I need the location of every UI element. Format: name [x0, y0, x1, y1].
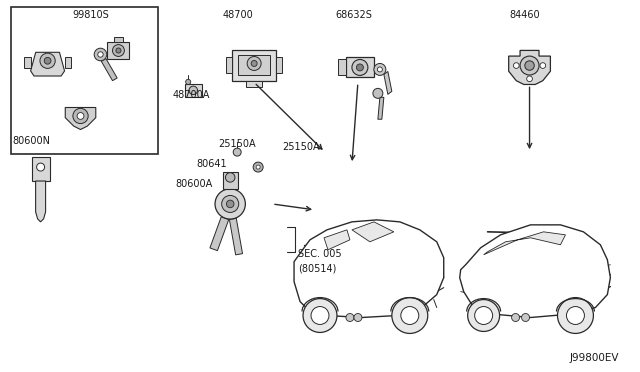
Text: 80600A: 80600A	[175, 179, 212, 189]
Bar	[185, 84, 202, 97]
Circle shape	[251, 61, 257, 67]
Circle shape	[401, 307, 419, 324]
Circle shape	[233, 148, 241, 156]
Circle shape	[94, 48, 107, 61]
Bar	[65, 57, 71, 68]
Text: SEC. 005: SEC. 005	[298, 249, 342, 259]
Bar	[246, 81, 262, 87]
Bar	[24, 57, 31, 68]
Text: 68632S: 68632S	[335, 10, 372, 20]
Circle shape	[522, 314, 529, 321]
Polygon shape	[484, 232, 566, 255]
Polygon shape	[229, 218, 243, 255]
Bar	[338, 60, 346, 76]
Circle shape	[525, 61, 534, 70]
Bar	[114, 37, 123, 42]
Circle shape	[247, 57, 261, 70]
Text: J99800EV: J99800EV	[570, 353, 620, 363]
Circle shape	[520, 56, 539, 75]
Circle shape	[36, 163, 45, 171]
Circle shape	[303, 299, 337, 333]
Circle shape	[189, 86, 198, 94]
Circle shape	[354, 314, 362, 321]
Polygon shape	[65, 108, 96, 129]
Text: 84460: 84460	[509, 10, 540, 20]
Circle shape	[227, 200, 234, 208]
Bar	[223, 172, 238, 189]
Text: 80600N: 80600N	[13, 136, 51, 146]
Text: 25150A: 25150A	[282, 142, 320, 152]
Polygon shape	[31, 52, 65, 76]
Circle shape	[311, 307, 329, 324]
Circle shape	[40, 53, 55, 68]
Circle shape	[513, 63, 519, 68]
Polygon shape	[460, 225, 611, 318]
Text: (80514): (80514)	[298, 264, 337, 274]
Text: 80641: 80641	[196, 159, 227, 169]
Polygon shape	[384, 71, 392, 94]
Circle shape	[540, 63, 546, 68]
Circle shape	[98, 52, 103, 57]
Bar	[238, 55, 270, 76]
Polygon shape	[352, 222, 394, 242]
Circle shape	[73, 108, 88, 124]
Circle shape	[44, 57, 51, 64]
Circle shape	[468, 299, 500, 331]
Text: 99810S: 99810S	[72, 10, 109, 20]
Text: 25150A: 25150A	[218, 139, 256, 149]
Circle shape	[253, 162, 263, 172]
Circle shape	[346, 314, 354, 321]
Bar	[232, 49, 276, 81]
Circle shape	[511, 314, 520, 321]
Circle shape	[373, 89, 383, 98]
Circle shape	[225, 173, 235, 182]
Circle shape	[77, 113, 84, 119]
Circle shape	[527, 76, 532, 81]
Text: 48700A: 48700A	[172, 90, 210, 100]
Circle shape	[256, 165, 260, 169]
Circle shape	[116, 48, 121, 53]
Bar	[226, 58, 232, 73]
Polygon shape	[36, 181, 45, 222]
Bar	[11, 7, 158, 154]
Polygon shape	[210, 217, 228, 251]
Bar	[346, 58, 374, 77]
Circle shape	[186, 79, 191, 84]
Bar	[31, 157, 49, 181]
Polygon shape	[101, 58, 117, 81]
Text: 48700: 48700	[222, 10, 253, 20]
Circle shape	[352, 60, 368, 76]
Polygon shape	[294, 220, 444, 318]
Circle shape	[374, 64, 386, 76]
Polygon shape	[509, 51, 550, 84]
Circle shape	[378, 67, 382, 72]
Circle shape	[113, 45, 124, 57]
Circle shape	[475, 307, 493, 324]
Circle shape	[221, 195, 239, 212]
Bar	[108, 42, 129, 59]
Circle shape	[557, 298, 593, 333]
Polygon shape	[378, 97, 384, 119]
Circle shape	[215, 189, 245, 219]
Bar	[276, 58, 282, 73]
Circle shape	[392, 298, 428, 333]
Circle shape	[566, 307, 584, 324]
Polygon shape	[324, 230, 350, 250]
Circle shape	[356, 64, 364, 71]
